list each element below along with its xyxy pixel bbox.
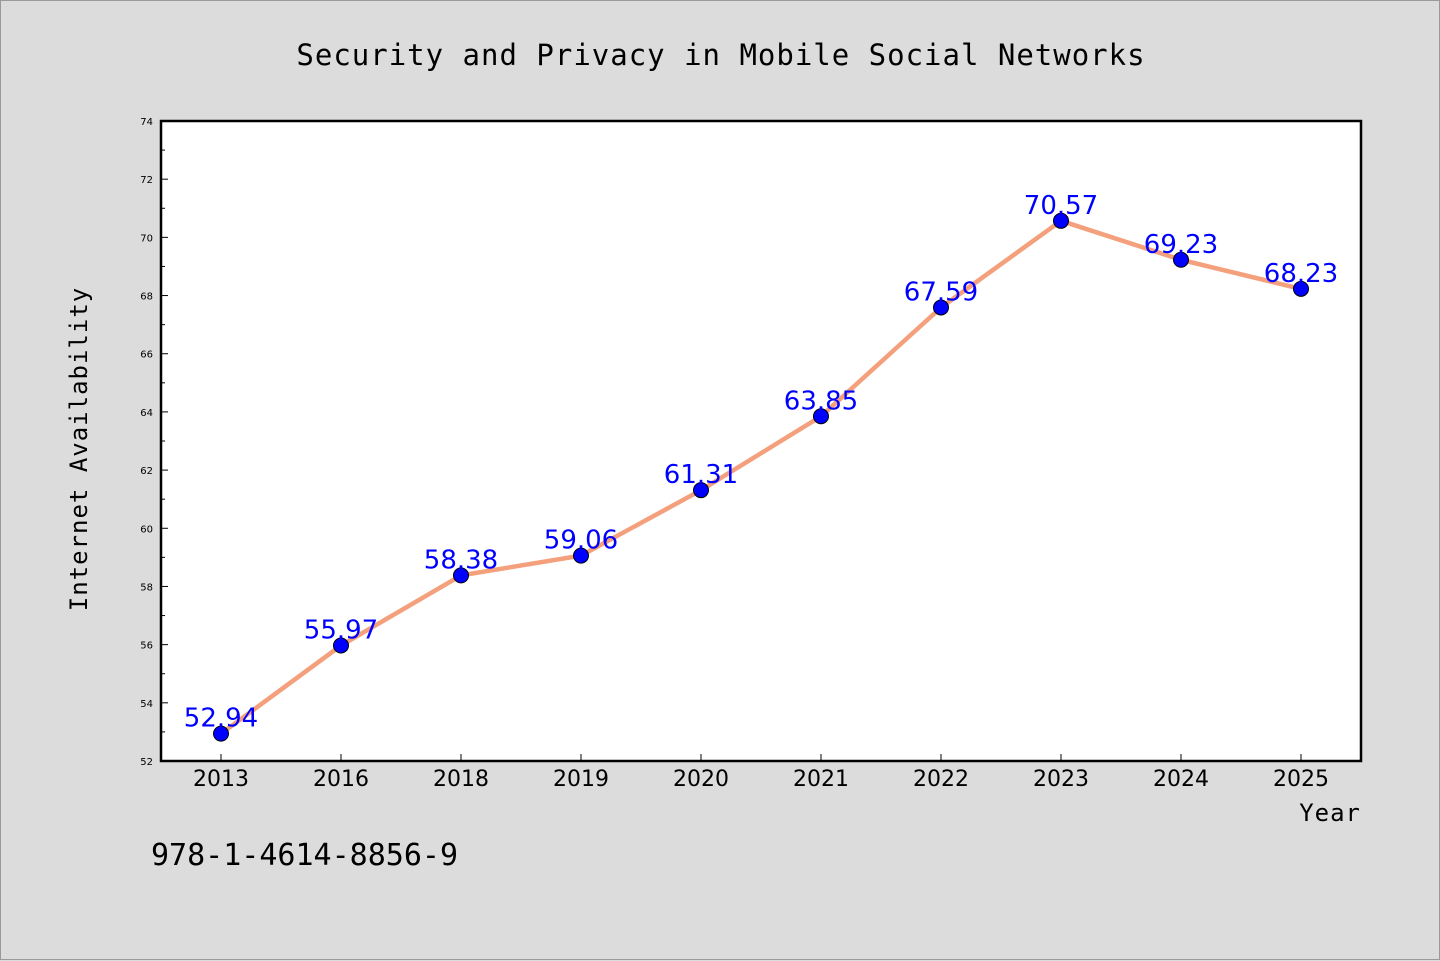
data-label: 67.59 (904, 277, 978, 307)
y-tick-label: 54 (140, 699, 153, 710)
data-label: 69.23 (1144, 230, 1218, 260)
x-tick-label: 2024 (1153, 767, 1209, 792)
data-point (933, 299, 949, 316)
data-label: 61.31 (664, 460, 738, 490)
data-point (1053, 212, 1069, 229)
y-tick-label: 60 (140, 524, 153, 535)
x-tick-label: 2023 (1033, 767, 1089, 792)
x-tick-label: 2022 (913, 767, 969, 792)
y-tick-label: 68 (140, 292, 153, 303)
y-tick-label: 62 (140, 466, 153, 477)
data-label: 59.06 (544, 526, 618, 556)
x-axis-label: Year (1299, 799, 1361, 827)
y-axis-label: Internet Availability (65, 287, 93, 611)
data-point (1173, 251, 1189, 268)
chart-title: Security and Privacy in Mobile Social Ne… (296, 38, 1145, 72)
series-line (218, 218, 1304, 736)
x-tick-label: 2019 (553, 767, 609, 792)
data-label: 70.57 (1024, 191, 1098, 221)
y-tick-label: 70 (140, 233, 153, 244)
isbn-text: 978-1-4614-8856-9 (151, 838, 458, 873)
y-tick-label: 58 (140, 582, 153, 593)
y-tick-label: 52 (140, 757, 153, 768)
x-tick-label: 2018 (433, 767, 489, 792)
plot-frame (159, 119, 1363, 763)
y-tick-label: 66 (140, 350, 153, 361)
x-tick-label: 2016 (313, 767, 369, 792)
data-point (1293, 280, 1309, 297)
data-point (453, 567, 469, 584)
y-tick-label: 72 (140, 175, 153, 186)
data-label: 58.38 (424, 545, 498, 575)
data-point (333, 637, 349, 654)
x-tick-label: 2025 (1273, 767, 1329, 792)
data-point (693, 482, 709, 499)
x-tick-label: 2021 (793, 767, 849, 792)
y-tick-label: 64 (140, 408, 153, 419)
x-tick-label: 2020 (673, 767, 729, 792)
data-point (213, 725, 229, 742)
plot-area (161, 121, 1361, 761)
data-label: 52.94 (184, 704, 258, 734)
data-label: 55.97 (304, 616, 378, 646)
y-tick-label: 74 (140, 117, 153, 128)
x-axis-ticks: 2013 2016 2018 2019 2020 2021 2022 2023 2024 2025 (193, 754, 1329, 792)
x-tick-label: 2013 (193, 767, 249, 792)
data-point (813, 408, 829, 425)
y-axis-ticks: 52 54 56 58 60 62 64 66 68 70 72 74 (140, 117, 168, 768)
series-layer: 52.94 55.97 58.38 59.06 61.31 63.85 67.59 70.57… (184, 191, 1338, 742)
data-label: 63.85 (784, 386, 858, 416)
data-point (573, 547, 589, 564)
y-tick-label: 56 (140, 641, 153, 652)
data-label: 68.23 (1264, 259, 1338, 289)
